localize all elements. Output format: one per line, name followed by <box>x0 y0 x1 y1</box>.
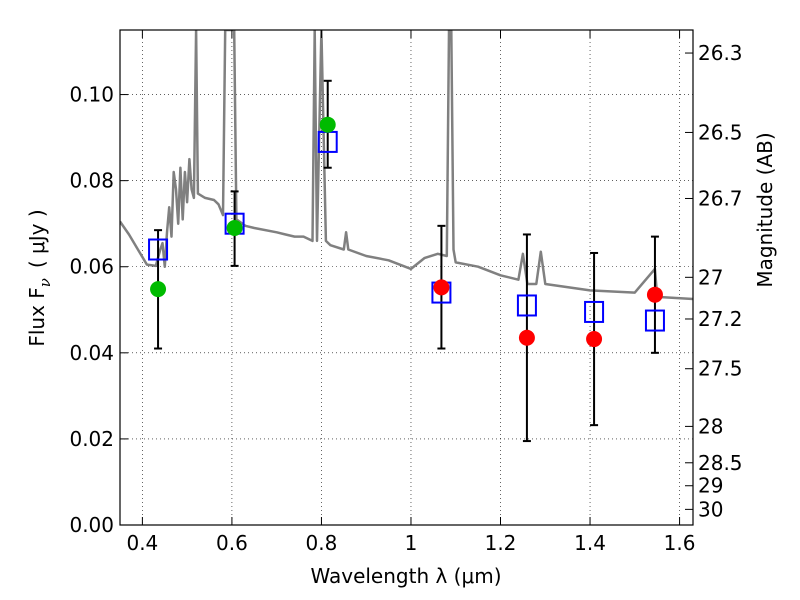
x-tick-label: 0.6 <box>216 531 248 555</box>
y-tick-labels: 0.00 0.02 0.04 0.06 0.08 0.10 <box>69 83 114 537</box>
spectrum-line <box>120 30 693 301</box>
data-markers <box>148 116 665 348</box>
x-tick-labels: 0.4 0.6 0.8 1 1.2 1.4 1.6 <box>126 531 695 555</box>
mag-tick-label: 28.5 <box>698 451 743 475</box>
y-tick-label: 0.00 <box>69 513 114 537</box>
square-marker <box>644 309 665 332</box>
y-axis-label-unit: ( μJy ) <box>25 209 49 268</box>
mag-tick-label: 27.5 <box>698 357 743 381</box>
y-axis-label-text: Flux F <box>25 287 49 346</box>
x-tick-label: 1.6 <box>664 531 696 555</box>
x-axis-label: Wavelength λ (μm) <box>310 564 501 588</box>
circle-marker <box>433 279 450 296</box>
mag-tick-label: 27.2 <box>698 307 743 331</box>
circle-marker <box>586 331 603 348</box>
x-tick-label: 0.4 <box>126 531 158 555</box>
y-axis-label-subscript: ν <box>36 278 54 287</box>
square-marker <box>148 238 169 261</box>
mag-tick-label: 27 <box>698 265 723 289</box>
mag-tick-label: 26.5 <box>698 120 743 144</box>
square-marker <box>584 300 605 323</box>
x-tick-label: 0.8 <box>306 531 338 555</box>
mag-tick-label: 29 <box>698 474 723 498</box>
x-tick-label: 1.2 <box>485 531 517 555</box>
circle-marker <box>646 286 663 303</box>
circle-marker <box>150 281 167 298</box>
mag-tick-label: 28 <box>698 414 723 438</box>
y-tick-label: 0.10 <box>69 83 114 107</box>
axis-ticks <box>120 30 693 526</box>
right-axis-label: Magnitude (AB) <box>753 132 777 287</box>
y-tick-label: 0.02 <box>69 427 114 451</box>
circle-marker <box>319 116 336 133</box>
x-tick-label: 1.4 <box>574 531 606 555</box>
x-tick-label: 1 <box>405 531 418 555</box>
y-tick-label: 0.06 <box>69 255 114 279</box>
y-tick-label: 0.08 <box>69 169 114 193</box>
y-tick-label: 0.04 <box>69 341 114 365</box>
circle-marker <box>226 220 243 236</box>
grid-lines <box>120 30 693 526</box>
mag-tick-label: 26.7 <box>698 186 743 210</box>
square-marker <box>516 294 537 317</box>
mag-tick-label: 26.3 <box>698 41 743 65</box>
circle-marker <box>518 329 535 346</box>
y-axis-label: Flux Fν ( μJy ) <box>25 209 54 346</box>
model-spectrum <box>120 30 693 301</box>
mag-tick-label: 30 <box>698 497 723 521</box>
